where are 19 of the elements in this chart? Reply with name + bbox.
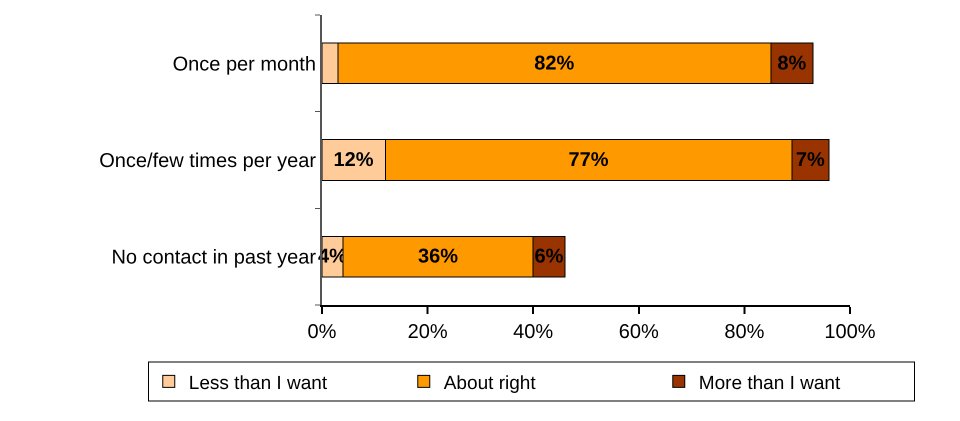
y-tick-label: No contact in past year (111, 246, 316, 269)
x-tick-label: 80% (724, 321, 765, 343)
data-label: 6% (534, 246, 564, 268)
y-tick-label: Once per month (172, 53, 316, 76)
legend-label: About right (444, 372, 536, 394)
data-label: 12% (334, 149, 374, 171)
x-tick-label: 40% (513, 321, 554, 343)
data-label: 36% (418, 246, 458, 268)
x-tick-label: 0% (308, 321, 337, 343)
x-tick-label: 60% (618, 321, 660, 343)
legend-label: More than I want (698, 372, 841, 394)
data-label: 7% (796, 149, 825, 171)
data-label: 8% (777, 52, 806, 74)
x-tick-label: 100% (824, 321, 876, 343)
x-tick-label: 20% (408, 321, 448, 343)
y-tick-label: Once/few times per year (99, 150, 316, 172)
data-label: 77% (568, 149, 609, 171)
legend-label: Less than I want (188, 372, 328, 394)
data-label: 82% (534, 52, 574, 74)
